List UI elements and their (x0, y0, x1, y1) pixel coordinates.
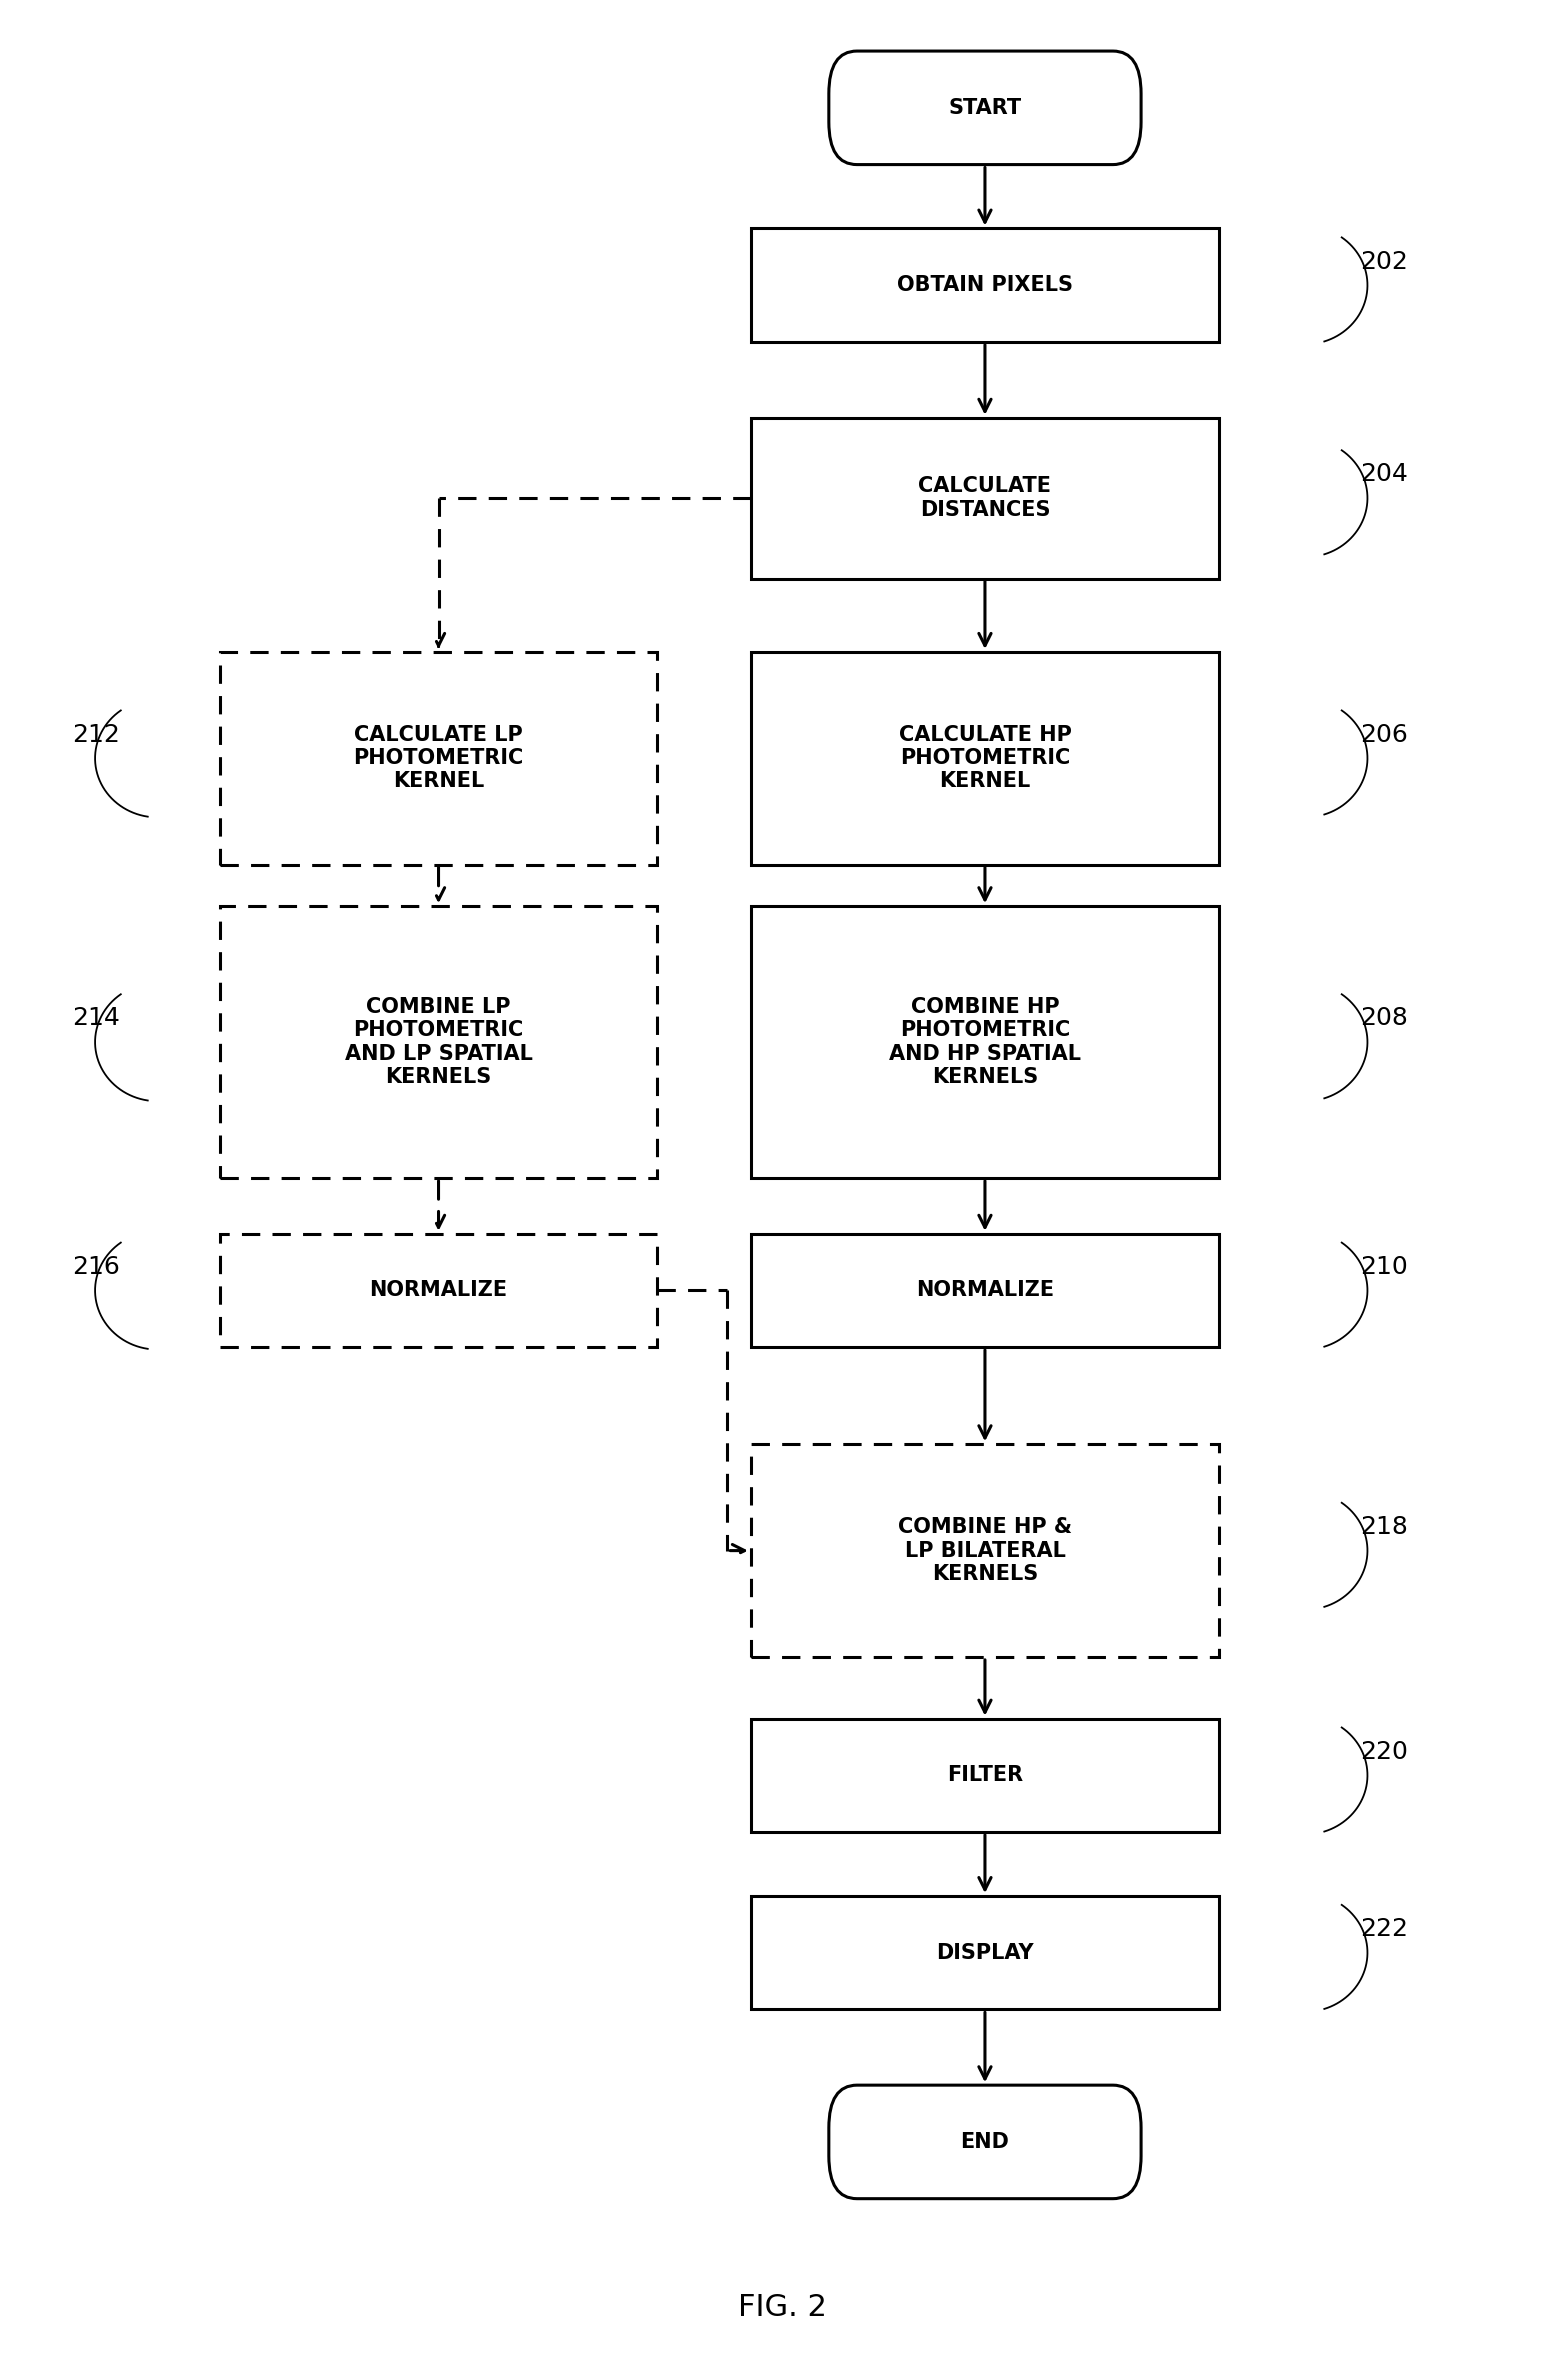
Text: 206: 206 (1359, 722, 1408, 746)
Text: COMBINE HP
PHOTOMETRIC
AND HP SPATIAL
KERNELS: COMBINE HP PHOTOMETRIC AND HP SPATIAL KE… (888, 997, 1081, 1087)
Bar (751, 227, 1220, 341)
Text: 212: 212 (72, 722, 119, 746)
Text: END: END (960, 2131, 1009, 2153)
Bar (751, 651, 1220, 864)
Text: CALCULATE
DISTANCES: CALCULATE DISTANCES (918, 476, 1051, 519)
Text: 202: 202 (1359, 249, 1408, 275)
FancyBboxPatch shape (829, 52, 1142, 166)
Text: FIG. 2: FIG. 2 (738, 2292, 826, 2323)
Text: 216: 216 (72, 1255, 119, 1279)
Text: CALCULATE HP
PHOTOMETRIC
KERNEL: CALCULATE HP PHOTOMETRIC KERNEL (899, 725, 1071, 791)
Text: START: START (948, 97, 1021, 118)
Text: 218: 218 (1359, 1516, 1408, 1539)
Text: 222: 222 (1359, 1918, 1408, 1942)
Text: FILTER: FILTER (946, 1764, 1023, 1785)
Text: 210: 210 (1359, 1255, 1408, 1279)
Text: CALCULATE LP
PHOTOMETRIC
KERNEL: CALCULATE LP PHOTOMETRIC KERNEL (353, 725, 524, 791)
Text: NORMALIZE: NORMALIZE (369, 1281, 508, 1300)
Bar (751, 417, 1220, 578)
Bar (221, 1234, 657, 1347)
Text: DISPLAY: DISPLAY (937, 1942, 1034, 1963)
Bar (751, 1444, 1220, 1658)
Text: COMBINE LP
PHOTOMETRIC
AND LP SPATIAL
KERNELS: COMBINE LP PHOTOMETRIC AND LP SPATIAL KE… (344, 997, 532, 1087)
Text: OBTAIN PIXELS: OBTAIN PIXELS (898, 275, 1073, 296)
Bar (751, 1719, 1220, 1833)
Text: 214: 214 (72, 1006, 119, 1030)
Bar (221, 907, 657, 1179)
Bar (751, 1897, 1220, 2010)
Bar (221, 651, 657, 864)
Text: COMBINE HP &
LP BILATERAL
KERNELS: COMBINE HP & LP BILATERAL KERNELS (898, 1518, 1071, 1584)
Text: 208: 208 (1359, 1006, 1408, 1030)
Text: NORMALIZE: NORMALIZE (917, 1281, 1054, 1300)
Text: 220: 220 (1359, 1740, 1408, 1764)
Text: 204: 204 (1359, 462, 1408, 485)
FancyBboxPatch shape (829, 2086, 1142, 2198)
Bar (751, 1234, 1220, 1347)
Bar (751, 907, 1220, 1179)
